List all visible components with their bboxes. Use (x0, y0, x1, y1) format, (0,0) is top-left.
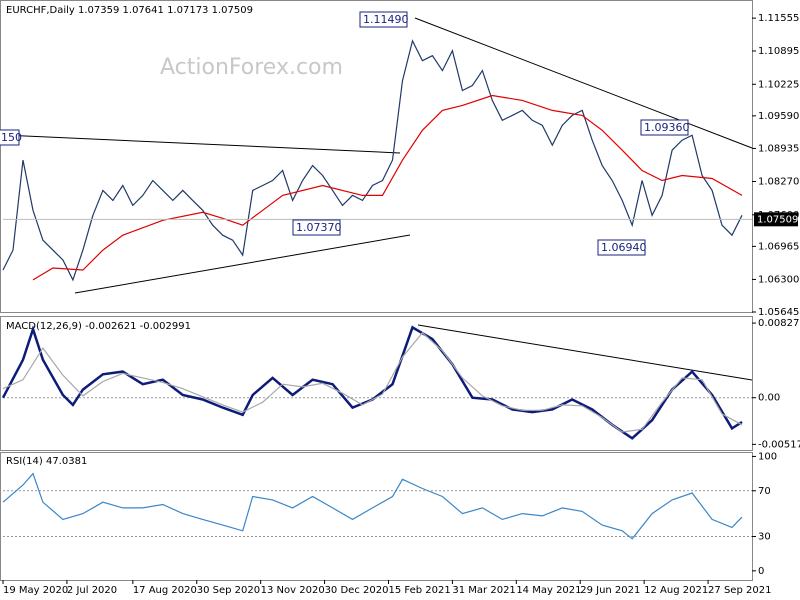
trend-line (417, 324, 753, 381)
x-tick-label: 17 Aug 2020 (133, 585, 197, 596)
annotation: 150 (0, 129, 22, 146)
y-tick-label: 30 (758, 532, 771, 543)
y-tick-label: 0 (758, 566, 764, 577)
rsi-panel (0, 452, 753, 581)
last-price-label: 1.07509 (757, 214, 798, 225)
y-tick-label: 0.008276 (758, 318, 800, 329)
macd-panel (0, 316, 753, 451)
series-line (1, 325, 743, 440)
x-tick-label: 15 Feb 2021 (388, 585, 450, 596)
annotation-text: 1.11490 (363, 13, 409, 26)
y-tick-label: 1.06965 (758, 241, 799, 252)
y-tick-label: 1.08935 (758, 143, 799, 154)
x-tick-label: 31 Mar 2021 (452, 585, 515, 596)
series-line (32, 94, 743, 281)
y-tick-label: 1.10225 (758, 79, 799, 90)
x-tick-label: 27 Sep 2021 (708, 585, 771, 596)
annotation-text: 1.07370 (296, 221, 342, 234)
x-tick-label: 2 Jul 2020 (67, 585, 117, 596)
y-tick-label: 1.08270 (758, 176, 799, 187)
x-tick-label: 19 May 2020 (3, 585, 68, 596)
y-tick-label: 0.00 (758, 393, 780, 404)
macd-title: MACD(12,26,9) -0.002621 -0.002991 (6, 321, 191, 332)
chart-title: EURCHF,Daily 1.07359 1.07641 1.07173 1.0… (6, 5, 253, 16)
annotation: 1.11490 (359, 11, 409, 28)
series-line (2, 331, 743, 433)
x-tick-label: 14 May 2021 (516, 585, 581, 596)
x-tick-label: 30 Sep 2020 (197, 585, 260, 596)
x-tick-label: 13 Nov 2020 (261, 585, 325, 596)
series-line (2, 39, 743, 282)
y-tick-label: 1.09590 (758, 111, 799, 122)
x-tick-label: 12 Aug 2021 (644, 585, 708, 596)
trend-line (414, 17, 753, 149)
annotation: 1.09360 (640, 119, 690, 136)
y-tick-label: 100 (758, 451, 777, 462)
annotation-text: 150 (1, 131, 22, 144)
y-tick-label: 70 (758, 486, 771, 497)
watermark: ActionForex.com (160, 55, 343, 80)
annotation-text: 1.09360 (644, 121, 690, 134)
rsi-title: RSI(14) 47.0381 (6, 456, 87, 467)
marks (1, 39, 752, 540)
y-tick-label: 1.10895 (758, 46, 799, 57)
price-panel (0, 0, 753, 313)
x-tick-label: 30 Dec 2020 (325, 585, 389, 596)
x-tick-label: 29 Jun 2021 (580, 585, 640, 596)
series-line (2, 472, 743, 540)
y-tick-label: -0.005174 (758, 439, 800, 450)
trend-line (2, 134, 401, 154)
annotation: 1.06940 (597, 239, 647, 256)
trend-line (74, 234, 411, 294)
annotation: 1.07370 (292, 219, 342, 236)
y-tick-label: 1.06300 (758, 274, 799, 285)
y-tick-label: 1.05645 (758, 307, 799, 318)
last-price-box (754, 212, 798, 227)
annotation-text: 1.06940 (601, 241, 647, 254)
y-tick-label: 1.11555 (758, 13, 799, 24)
